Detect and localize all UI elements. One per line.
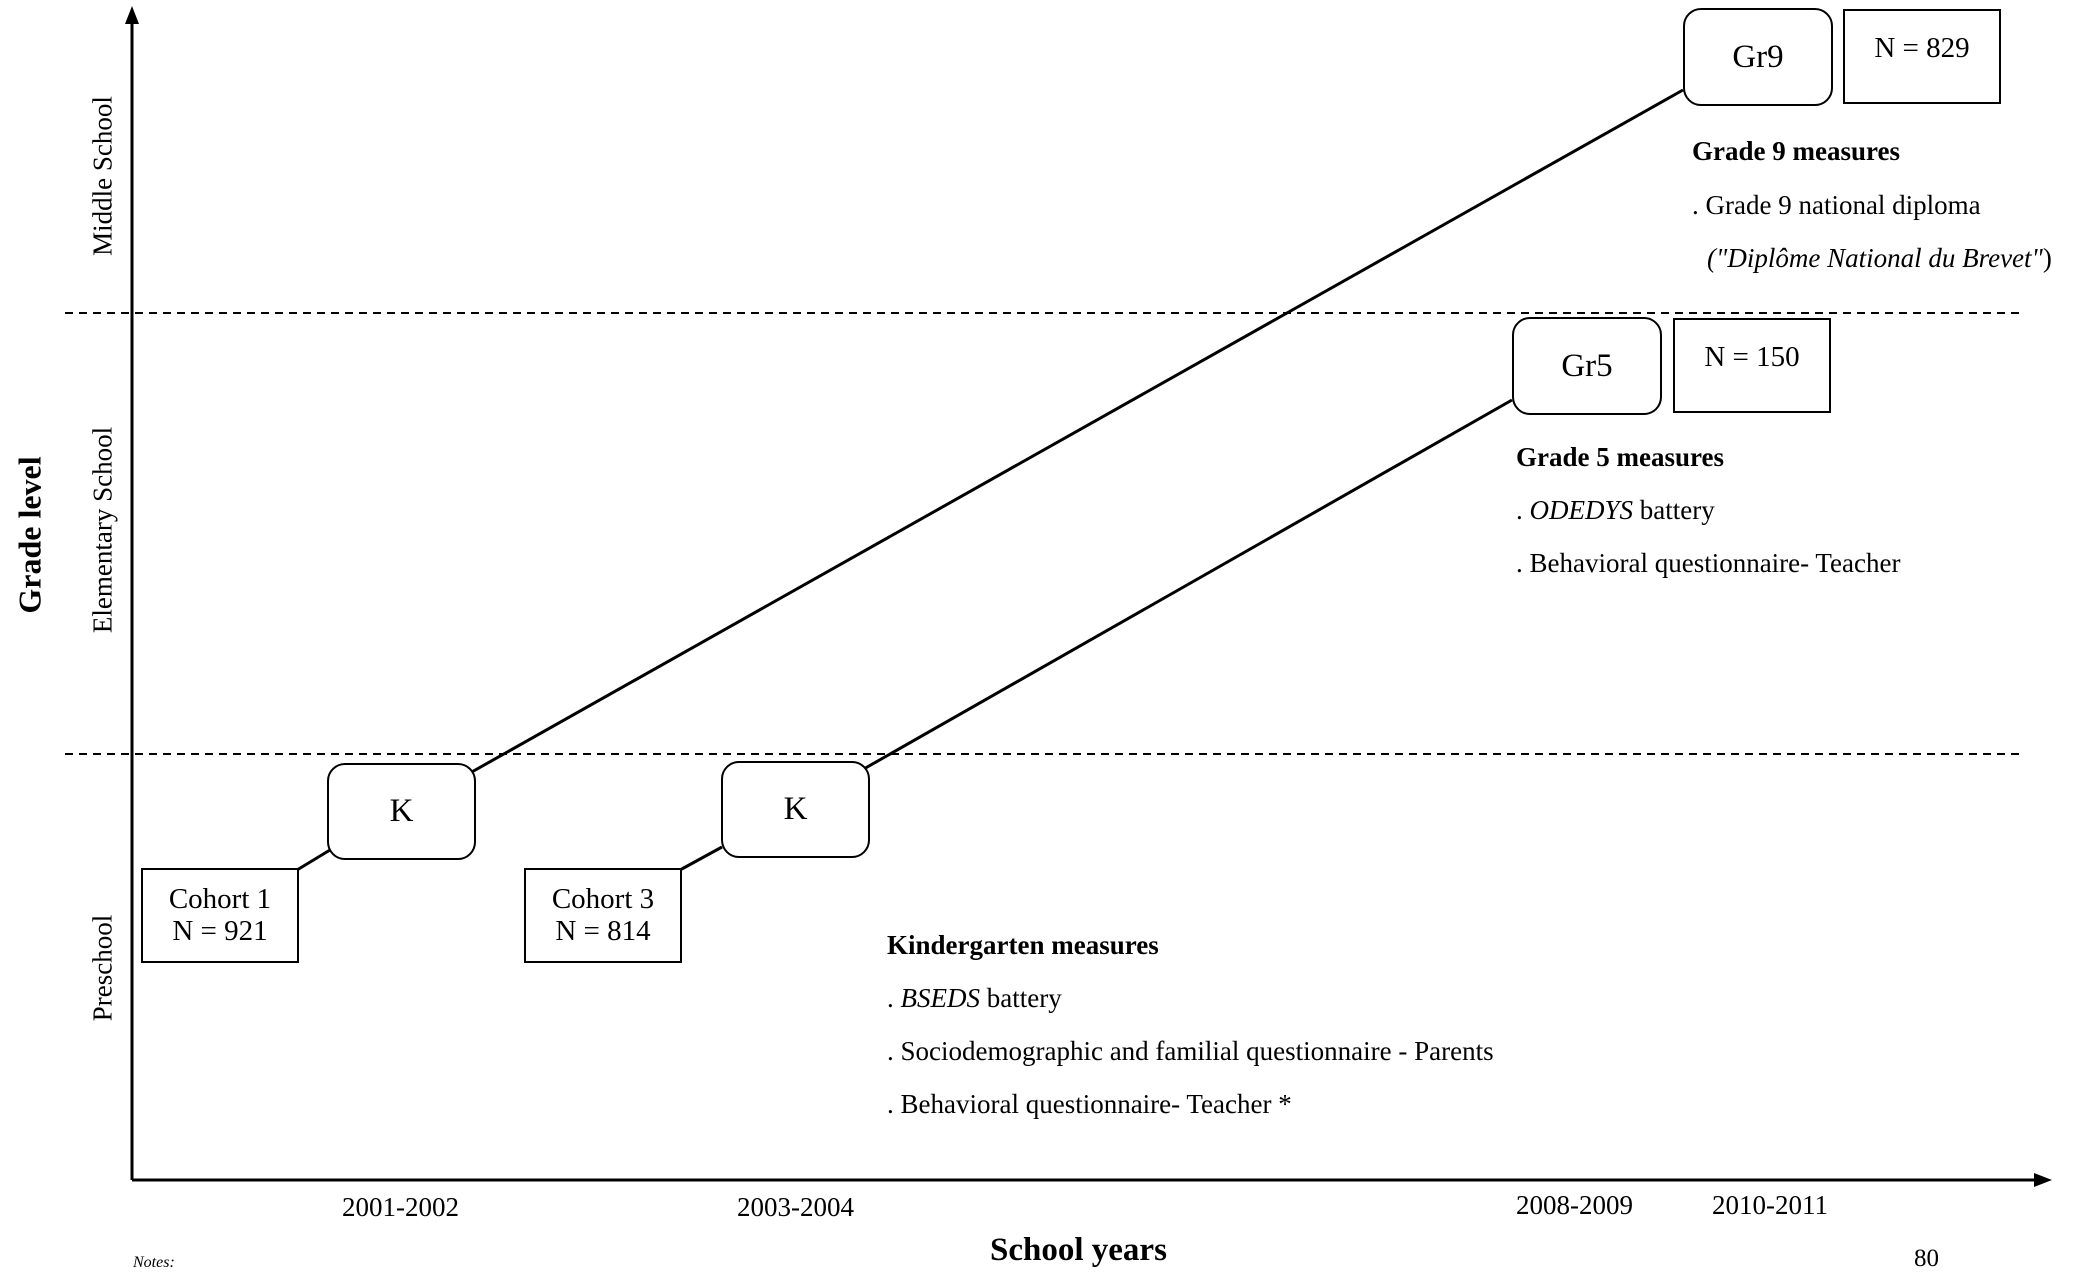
cohort1-label: Cohort 1 xyxy=(168,882,272,915)
detail-open: (" xyxy=(1707,243,1728,273)
grade9-measures-item: . Grade 9 national diploma xyxy=(1692,190,1981,220)
x-tick-2003: 2003-2004 xyxy=(737,1192,854,1222)
page-number: 80 xyxy=(1914,1245,1939,1272)
grade9-measures-item-detail: ("Diplôme National du Brevet") xyxy=(1707,243,2052,274)
item-suffix: battery xyxy=(1633,495,1715,525)
kindergarten-measures-item-3: . Behavioral questionnaire- Teacher * xyxy=(887,1089,1292,1119)
cohort3-box: Cohort 3 N = 814 xyxy=(524,868,682,963)
kindergarten-node-cohort3: K xyxy=(721,761,870,858)
level-label-middle: Middle School xyxy=(87,96,118,256)
cohort1-count: N = 921 xyxy=(172,914,268,947)
x-tick-2010: 2010-2011 xyxy=(1712,1190,1828,1220)
item-prefix: . xyxy=(887,983,901,1013)
grade5-measures-item-1: . ODEDYS battery xyxy=(1516,495,1715,526)
item-italic: ODEDYS xyxy=(1529,495,1634,525)
x-axis-arrow xyxy=(2034,1173,2052,1187)
grade5-measures-title: Grade 5 measures xyxy=(1516,442,1724,472)
cohort3-to-k2-link xyxy=(679,845,723,872)
level-label-preschool: Preschool xyxy=(87,914,118,1022)
grade9-count-box: N = 829 xyxy=(1843,9,2001,104)
y-axis-arrow xyxy=(125,6,139,24)
cohort3-count: N = 814 xyxy=(555,914,651,947)
cohort1-to-k1-link xyxy=(296,848,331,872)
detail-close: ) xyxy=(2042,243,2052,273)
x-tick-2008: 2008-2009 xyxy=(1516,1190,1633,1220)
level-label-elementary: Elementary School xyxy=(87,426,118,634)
grade5-measures-item-2: . Behavioral questionnaire- Teacher xyxy=(1516,548,1901,578)
grade5-node: Gr5 xyxy=(1512,317,1662,415)
grade9-node: Gr9 xyxy=(1683,8,1833,106)
item-italic: BSEDS xyxy=(900,983,980,1013)
detail-italic: Diplôme National du Brevet" xyxy=(1727,243,2043,273)
y-axis-title: Grade level xyxy=(11,456,48,614)
k2-to-gr5-link xyxy=(861,398,1513,772)
item-suffix: battery xyxy=(979,983,1062,1013)
notes-label: Notes: xyxy=(133,1254,175,1271)
cohort3-label: Cohort 3 xyxy=(551,882,655,915)
item-prefix: . xyxy=(1516,495,1530,525)
kindergarten-measures-item-1: . BSEDS battery xyxy=(887,983,1062,1014)
kindergarten-measures-item-2: . Sociodemographic and familial question… xyxy=(887,1036,1494,1066)
x-axis-title: School years xyxy=(990,1232,1167,1268)
kindergarten-measures-title: Kindergarten measures xyxy=(887,930,1159,960)
cohort1-box: Cohort 1 N = 921 xyxy=(141,868,299,963)
grade9-measures-title: Grade 9 measures xyxy=(1692,136,1900,166)
x-tick-2001: 2001-2002 xyxy=(342,1192,459,1222)
k1-to-gr9-link xyxy=(469,88,1684,775)
kindergarten-node-cohort1: K xyxy=(327,763,476,860)
grade5-count-box: N = 150 xyxy=(1673,318,1831,413)
